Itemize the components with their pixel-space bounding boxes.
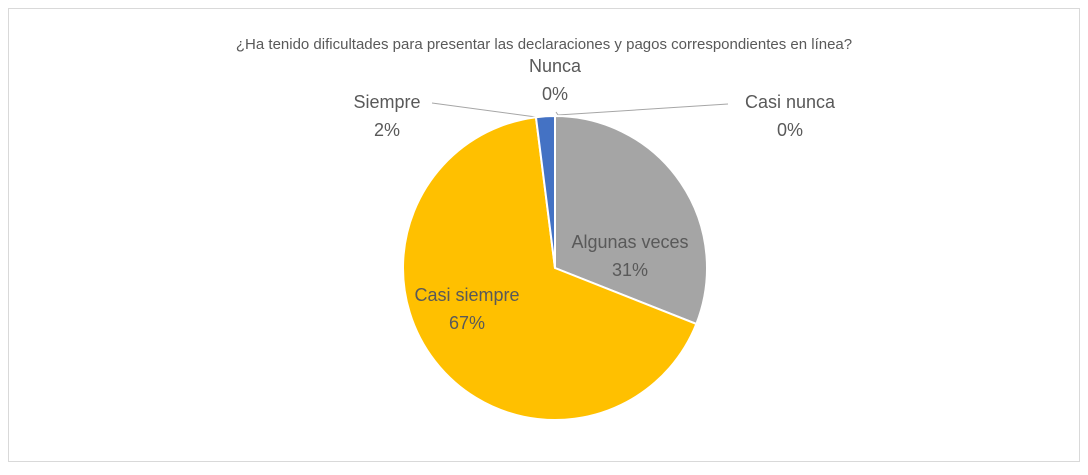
- leader-line: [431, 102, 537, 118]
- slice-value-label: 2%: [374, 120, 400, 140]
- pie-slice: [534, 114, 556, 269]
- leader-line: [555, 111, 559, 116]
- slice-label: Casi nunca: [745, 92, 836, 112]
- pie-slice: [402, 116, 698, 421]
- slice-value-label: 0%: [542, 84, 568, 104]
- chart-title: ¿Ha tenido dificultades para presentar l…: [236, 36, 852, 53]
- slice-value-label: 31%: [612, 260, 648, 280]
- slice-value-label: 0%: [777, 120, 803, 140]
- slice-label: Siempre: [353, 92, 420, 112]
- slice-label: Algunas veces: [571, 232, 688, 252]
- slice-label: Casi siempre: [414, 285, 519, 305]
- leader-line: [557, 103, 729, 116]
- slice-value-label: 67%: [449, 313, 485, 333]
- slice-label: Nunca: [529, 56, 582, 76]
- pie-slice: [554, 114, 708, 326]
